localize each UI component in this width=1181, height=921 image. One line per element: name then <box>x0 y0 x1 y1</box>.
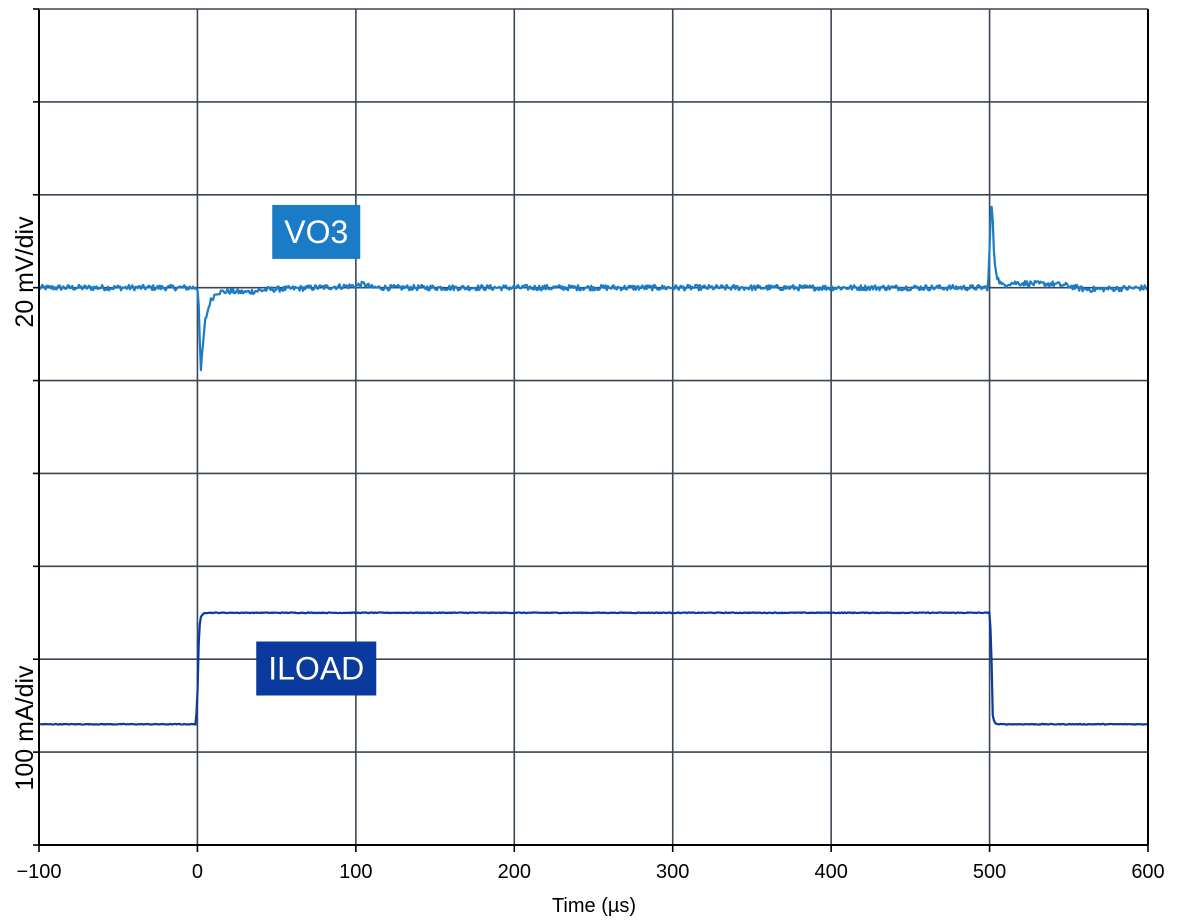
x-tick-label: 600 <box>1131 861 1164 883</box>
annotation-label: VO3 <box>284 214 348 250</box>
annotations: VO3 ILOAD <box>256 204 377 696</box>
series-layer <box>38 205 1149 726</box>
series-line-iload <box>38 611 1149 726</box>
annotation-vo3: VO3 <box>272 204 361 259</box>
x-tick-label: 100 <box>339 861 372 883</box>
annotation-box <box>272 204 361 259</box>
x-tick-label: 0 <box>192 861 203 883</box>
x-tick-labels: −100 0 100 200 300 400 500 600 <box>16 861 1164 883</box>
grid <box>39 9 1148 845</box>
annotation-iload: ILOAD <box>256 641 377 696</box>
y-axis-label-iload: 100 mA/div <box>11 665 39 791</box>
x-tick-label: 500 <box>973 861 1006 883</box>
x-tick-label: 300 <box>656 861 689 883</box>
annotation-label: ILOAD <box>268 651 364 687</box>
annotation-box <box>256 641 377 696</box>
x-tick-label: 400 <box>814 861 847 883</box>
x-tick-label: −100 <box>16 861 61 883</box>
series-line-vo3 <box>38 205 1149 372</box>
y-axis-label-vo3: 20 mV/div <box>11 216 39 328</box>
x-axis-label: Time (µs) <box>552 895 636 917</box>
x-tick-label: 200 <box>498 861 531 883</box>
axes <box>33 8 1149 852</box>
